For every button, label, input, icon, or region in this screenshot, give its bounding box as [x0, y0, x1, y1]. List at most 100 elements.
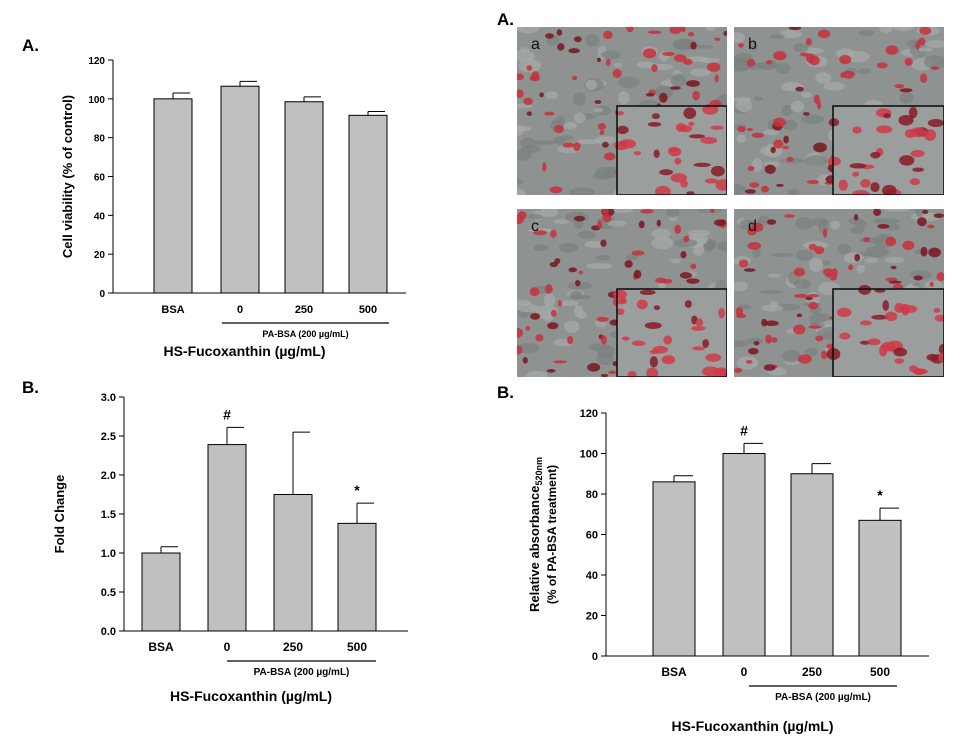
lipid-droplet: [674, 157, 682, 165]
lipid-droplet: [773, 139, 784, 149]
category-label: 500: [347, 640, 367, 654]
lipid-droplet: [680, 27, 686, 33]
cell-shade: [594, 136, 617, 145]
cell-viability-chart: 0 20 40 60 80 100 120 BSA 0 250 500 PA-BSA (200 µg/…: [60, 56, 406, 359]
cell-shade: [517, 343, 540, 354]
lipid-droplet: [884, 311, 898, 322]
cell-shade: [823, 81, 845, 91]
lipid-droplet: [879, 344, 888, 357]
lipid-droplet: [608, 370, 617, 375]
lipid-droplet: [930, 66, 940, 70]
cell-shade: [517, 178, 524, 185]
lipid-droplet: [550, 309, 557, 317]
cell-shade: [527, 213, 542, 220]
lipid-droplet: [736, 313, 747, 319]
lipid-droplet: [919, 27, 932, 36]
bar: [284, 101, 324, 294]
lipid-droplet: [795, 86, 804, 92]
lipid-droplet: [573, 142, 581, 152]
micrograph-d: [734, 209, 944, 377]
lipid-droplet: [683, 235, 690, 243]
bar: [348, 114, 388, 294]
lipid-droplet: [546, 369, 556, 373]
lipid-droplet: [517, 327, 524, 338]
lipid-droplet: [797, 354, 812, 364]
lipid-droplet: [807, 293, 820, 298]
lipid-droplet: [646, 367, 659, 377]
lipid-droplet: [822, 268, 835, 276]
lipid-droplet: [654, 185, 671, 195]
cell-shade: [613, 62, 623, 68]
lipid-droplet: [578, 270, 584, 275]
lipid-droplet: [659, 169, 674, 176]
cell-shade: [517, 303, 539, 313]
lipid-droplet: [830, 276, 837, 281]
cell-shade: [858, 29, 875, 36]
lipid-droplet: [597, 123, 606, 130]
cell-shade: [654, 85, 674, 100]
lipid-droplet: [605, 58, 611, 67]
fold-change-chart: 0.0 0.5 1.0 1.5 2.0 2.5 3.0 BSA #0 250 * 500 PA-BSA …: [52, 392, 408, 704]
lipid-droplet: [867, 338, 881, 346]
y-tick-label: 0.0: [101, 626, 116, 638]
y-tick-label: 1.5: [101, 509, 116, 521]
lipid-droplet: [876, 125, 893, 134]
lipid-droplet: [663, 335, 673, 345]
lipid-droplet: [556, 29, 563, 36]
y-axis-label: Fold Change: [52, 475, 67, 554]
lipid-droplet: [600, 209, 609, 215]
lipid-droplet: [788, 27, 802, 31]
cell-shade: [520, 144, 541, 154]
lipid-droplet: [715, 179, 727, 191]
lipid-droplet: [596, 57, 602, 63]
lipid-droplet: [636, 299, 648, 310]
category-label: BSA: [661, 665, 687, 679]
cell-shade: [734, 183, 747, 195]
bar: [273, 494, 313, 632]
category-label: 500: [870, 665, 890, 679]
lipid-droplet: [656, 219, 661, 227]
lipid-droplet: [920, 73, 928, 84]
lipid-droplet: [894, 84, 905, 89]
inset-frame: [616, 288, 727, 377]
cell-shade: [588, 343, 610, 351]
inset-background: [617, 289, 727, 377]
cell-shade: [782, 349, 802, 363]
lipid-droplet: [839, 54, 852, 65]
cell-shade: [787, 188, 800, 195]
y-axis-label: Cell viability (% of control): [60, 95, 75, 258]
lipid-droplet: [806, 179, 819, 185]
lipid-droplet: [522, 357, 528, 364]
cell-shade: [562, 121, 577, 130]
cell-shade: [769, 34, 785, 39]
cell-shade: [690, 68, 711, 77]
lipid-droplet: [766, 219, 777, 225]
cell-shade: [734, 340, 750, 348]
lipid-droplet: [783, 135, 789, 144]
lipid-droplet: [705, 353, 722, 362]
cell-shade: [822, 260, 832, 266]
cell-shade: [593, 107, 604, 113]
cell-shade: [570, 294, 591, 300]
lipid-droplet: [909, 178, 921, 186]
lipid-droplet: [557, 43, 565, 51]
lipid-droplet: [653, 305, 661, 311]
lipid-droplet: [858, 284, 872, 295]
cell-shade: [545, 91, 559, 99]
cell-shade: [856, 264, 866, 273]
lipid-droplet: [718, 307, 725, 319]
lipid-droplet: [549, 186, 563, 194]
y-tick-label: 0.5: [101, 587, 116, 599]
lipid-droplet: [661, 355, 676, 365]
y-tick-label: 80: [586, 489, 598, 501]
micrograph-c: [517, 209, 727, 377]
cell-shade: [769, 252, 794, 257]
cell-shade: [618, 76, 640, 89]
lipid-droplet: [883, 113, 891, 119]
lipid-droplet: [688, 121, 695, 127]
lipid-droplet: [904, 57, 913, 66]
cell-shade: [558, 242, 579, 253]
lipid-droplet: [545, 33, 554, 39]
lipid-droplet: [517, 345, 523, 355]
